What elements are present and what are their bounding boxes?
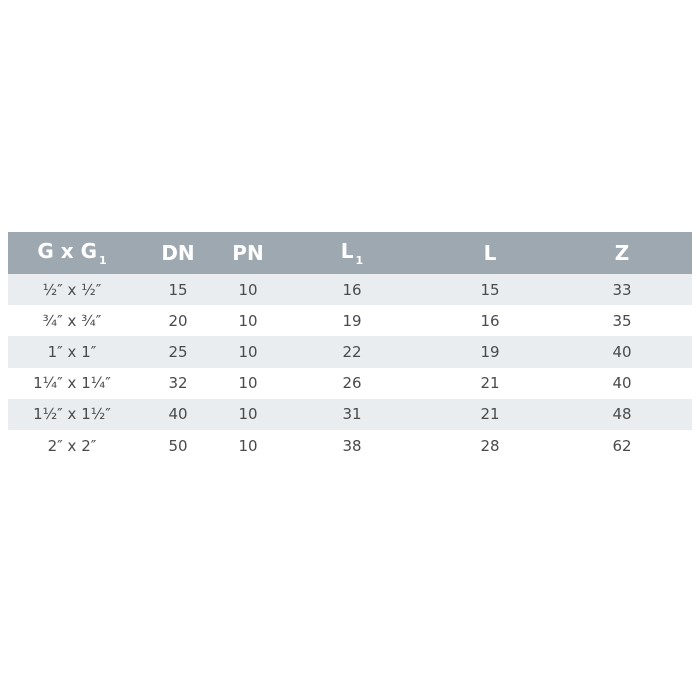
cell-z: 62 xyxy=(612,436,632,455)
cell-l: 15 xyxy=(428,274,552,306)
column-header-z: Z xyxy=(552,232,692,274)
cell-pn: 10 xyxy=(220,274,276,306)
cell-dn: 40 xyxy=(136,398,220,430)
cell-l1: 16 xyxy=(276,274,428,306)
cell-l: 21 xyxy=(480,374,500,393)
cell-z: 33 xyxy=(552,274,692,306)
cell-l1: 22 xyxy=(276,336,428,368)
cell-l1: 38 xyxy=(342,436,362,455)
cell-z: 48 xyxy=(552,398,692,430)
table-row: 1½″ x 1½″ 40 10 31 21 48 xyxy=(8,398,692,430)
cell-l: 21 xyxy=(428,398,552,430)
cell-thread-size: 1¼″ x 1¼″ xyxy=(33,374,111,393)
header-subscript: 1 xyxy=(99,254,107,267)
cell-l: 19 xyxy=(428,336,552,368)
cell-pn: 10 xyxy=(238,311,258,330)
column-header-l: L xyxy=(428,232,552,274)
cell-dn: 32 xyxy=(168,374,188,393)
cell-dn: 50 xyxy=(168,436,188,455)
cell-pn: 10 xyxy=(220,336,276,368)
cell-l: 16 xyxy=(480,311,500,330)
dimensions-table: G x G 1 DN PN L 1 L Z ½″ x ½″ 15 10 16 15 33 ¾″ x ¾″ 2… xyxy=(8,232,692,461)
cell-pn: 10 xyxy=(238,374,258,393)
cell-thread-size: 2″ x 2″ xyxy=(47,436,97,455)
header-row: G x G 1 DN PN L 1 L Z xyxy=(8,232,692,274)
header-label: L xyxy=(340,239,354,263)
header-label: L xyxy=(483,241,497,265)
cell-z: 40 xyxy=(612,374,632,393)
cell-z: 35 xyxy=(612,311,632,330)
cell-l1: 19 xyxy=(342,311,362,330)
cell-thread-size: 1½″ x 1½″ xyxy=(8,398,136,430)
cell-thread-size: 1″ x 1″ xyxy=(8,336,136,368)
table-row: ½″ x ½″ 15 10 16 15 33 xyxy=(8,274,692,306)
header-label: DN xyxy=(161,241,195,265)
header-subscript: 1 xyxy=(355,254,364,267)
cell-l1: 31 xyxy=(276,398,428,430)
cell-pn: 10 xyxy=(220,398,276,430)
cell-dn: 25 xyxy=(136,336,220,368)
column-header-dn: DN xyxy=(136,232,220,274)
header-label: G x G xyxy=(37,239,97,263)
column-header-pn: PN xyxy=(220,232,276,274)
cell-thread-size: ¾″ x ¾″ xyxy=(42,311,102,330)
table-row: ¾″ x ¾″ 20 10 19 16 35 xyxy=(8,305,692,336)
cell-l1: 26 xyxy=(342,374,362,393)
cell-thread-size: ½″ x ½″ xyxy=(8,274,136,306)
header-label: Z xyxy=(614,241,630,265)
table-row: 1″ x 1″ 25 10 22 19 40 xyxy=(8,336,692,368)
table-row: 2″ x 2″ 50 10 38 28 62 xyxy=(8,430,692,461)
cell-pn: 10 xyxy=(238,436,258,455)
cell-z: 40 xyxy=(552,336,692,368)
cell-dn: 15 xyxy=(136,274,220,306)
table-row: 1¼″ x 1¼″ 32 10 26 21 40 xyxy=(8,368,692,399)
cell-l: 28 xyxy=(480,436,500,455)
header-label: PN xyxy=(232,241,264,265)
cell-dn: 20 xyxy=(168,311,188,330)
